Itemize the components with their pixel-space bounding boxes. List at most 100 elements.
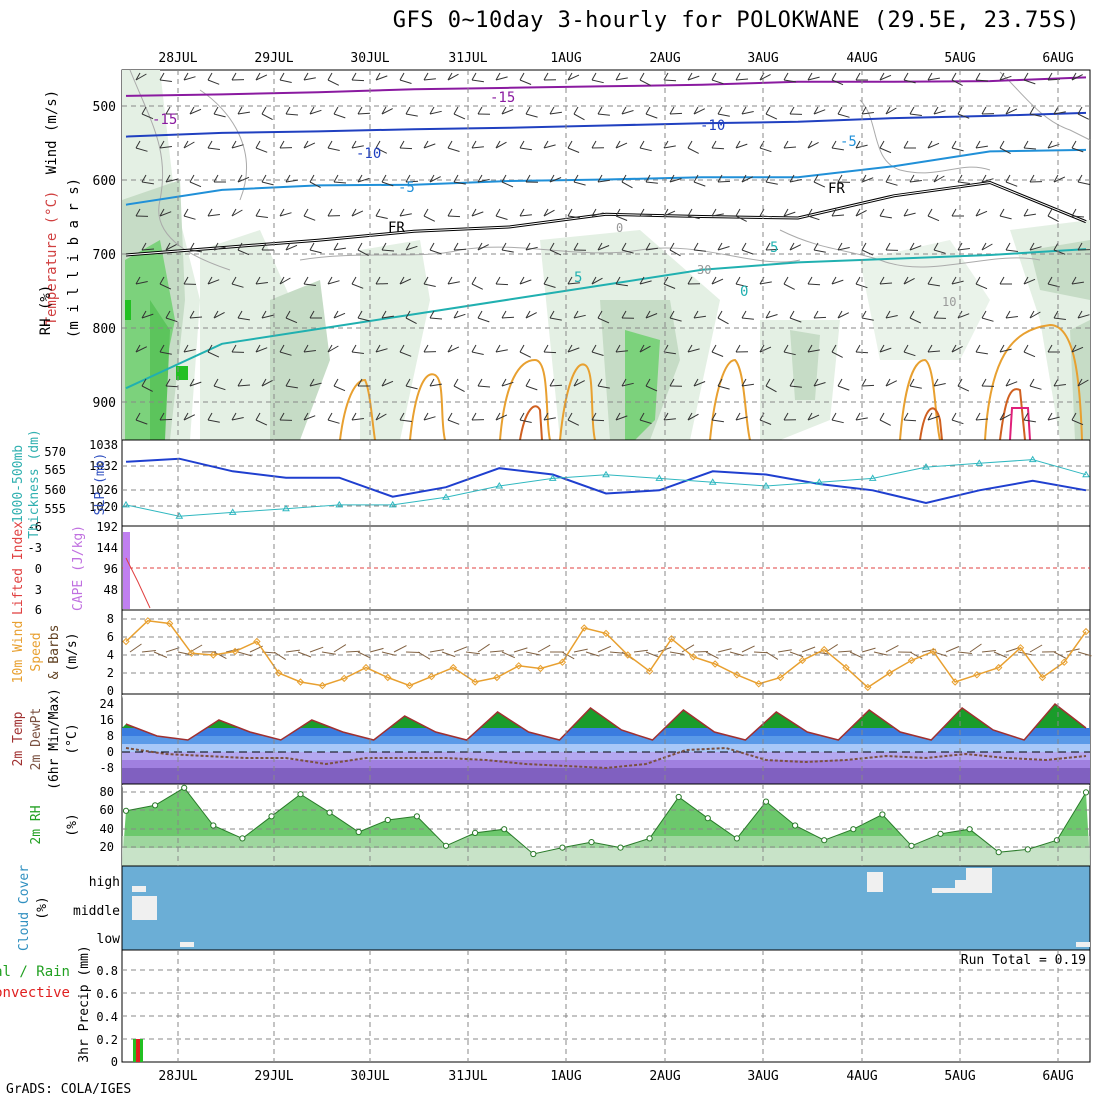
label-minus10-a: -10 — [356, 146, 381, 162]
wind-barb — [141, 385, 153, 392]
wind-barb — [951, 79, 963, 87]
wind-barb — [933, 110, 946, 115]
wind-barb-flag — [183, 344, 189, 353]
wind-barb-flag — [951, 276, 957, 285]
wind-barb-flag — [885, 106, 891, 115]
wind-barb — [399, 278, 412, 285]
wind-barb-flag — [207, 344, 213, 353]
wind-barb-flag — [327, 72, 333, 81]
wind-barb — [975, 351, 988, 355]
wind-barb-flag — [303, 276, 309, 285]
rh-marker — [326, 809, 333, 816]
wind-barb-flag — [255, 412, 261, 421]
temperature-contours — [125, 76, 1087, 390]
rh-marker — [1082, 789, 1090, 796]
wind-barb — [189, 316, 203, 319]
surface-wind-barb — [561, 651, 575, 660]
tick-thk-1: 565 — [44, 463, 66, 477]
wind-barb-flag — [717, 174, 723, 183]
surface-wind-barb — [861, 647, 876, 653]
wind-barb-flag — [669, 174, 675, 183]
wind-barb-flag — [1077, 378, 1083, 387]
wind-barb — [351, 79, 365, 82]
temp-contour — [125, 111, 1087, 138]
rh-marker — [966, 826, 973, 833]
wind-barb-flag — [255, 344, 261, 353]
wind-barb-flag — [477, 310, 483, 319]
wind-barb-flag — [831, 412, 837, 421]
wind-barb — [975, 210, 988, 217]
thickness-marker — [868, 474, 877, 481]
wind-barb-flag — [837, 378, 843, 387]
date-label: 3AUG — [747, 51, 778, 66]
wind-barb — [327, 419, 340, 424]
surface-wind-barb — [441, 651, 456, 658]
wind-barb-flag — [789, 242, 795, 251]
wind-barb-flag — [255, 140, 261, 149]
wind-barb — [1053, 384, 1066, 387]
wind-barb-flag — [495, 72, 501, 81]
wind-barb-flag — [399, 208, 405, 217]
wind-barb-flag — [495, 412, 501, 421]
wind-barb — [951, 147, 964, 152]
wind-barb-flag — [423, 140, 429, 149]
wind-barb-flag — [927, 208, 933, 217]
wind-barb — [813, 382, 826, 387]
label-temperature: Temperature (°C) — [44, 191, 60, 326]
date-label: 3AUG — [747, 1069, 778, 1084]
wind-barb-flag — [303, 412, 309, 421]
wind-barb-flag — [621, 310, 627, 319]
tick-p-0: 0.8 — [96, 964, 118, 978]
wind-barb-flag — [861, 242, 867, 251]
wind-barb — [303, 142, 316, 149]
wind-barb-flag — [621, 106, 627, 115]
tick-slp-3: 1020 — [89, 500, 118, 514]
thickness-markers — [122, 455, 1090, 519]
wind-barb-flag — [759, 344, 765, 353]
wind-barb-flag — [399, 140, 405, 149]
wind-barb — [279, 212, 292, 217]
wind-barb-flag — [975, 276, 981, 285]
wind-barb — [471, 79, 484, 83]
wind-barb — [231, 283, 244, 288]
rh-marker — [559, 844, 566, 851]
wind-barb — [135, 73, 147, 81]
tick-thk-0: 570 — [44, 445, 66, 459]
surface-wind-barb — [933, 651, 948, 657]
wind-barb — [399, 213, 412, 217]
wind-barb — [669, 112, 683, 115]
label-10m-wind: 10m Wind — [11, 621, 26, 684]
label-minus10-b: -10 — [700, 118, 725, 134]
wind-barb — [255, 215, 268, 218]
wind-barb — [693, 381, 706, 387]
wind-barb — [1005, 381, 1018, 387]
wind-barb-flag — [717, 378, 723, 387]
wind-barb — [807, 215, 820, 221]
wind-barb-flag — [1071, 140, 1077, 149]
wind-barb-flag — [885, 310, 891, 319]
wind-barb-flag — [141, 174, 147, 183]
wind-marker — [144, 617, 152, 625]
cape-axis: 192 144 96 48 — [96, 520, 118, 597]
wind-barb-flag — [1071, 344, 1077, 353]
wind-barb-flag — [543, 208, 549, 217]
thickness-marker — [228, 508, 237, 515]
wind-barb-flag — [693, 106, 699, 115]
wind-marker — [1038, 673, 1047, 682]
wind-barb-flag — [933, 310, 939, 319]
wind-barb-flag — [501, 310, 507, 319]
wind-barb-flag — [351, 344, 357, 353]
wind-barb — [495, 215, 508, 220]
wind-barb — [135, 419, 148, 425]
wind-marker — [1060, 658, 1068, 666]
wind-barb — [309, 181, 321, 189]
temp-contour — [125, 148, 1087, 206]
wind-barb — [975, 145, 988, 149]
date-label: 29JUL — [254, 1069, 293, 1084]
wind-barb-flag — [663, 412, 669, 421]
wind-barb — [1005, 316, 1018, 319]
wind-barb — [543, 144, 556, 149]
wind-barb — [759, 215, 773, 218]
wind-barb — [501, 249, 514, 253]
wind-barb-flag — [237, 378, 243, 387]
